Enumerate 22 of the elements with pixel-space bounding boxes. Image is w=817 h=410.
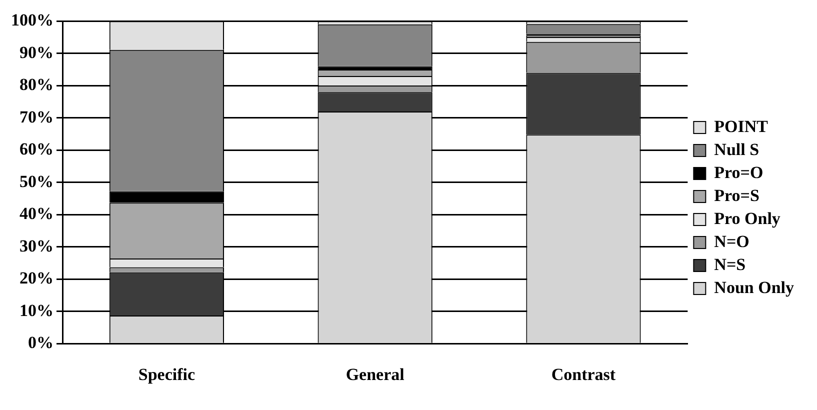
legend-label: Pro Only	[714, 208, 781, 228]
legend-label: Pro=O	[714, 162, 764, 182]
y-tick-label: 100%	[11, 10, 54, 30]
y-tick-label: 90%	[20, 42, 54, 62]
x-tick-label: Specific	[138, 365, 196, 384]
y-tick-label: 20%	[20, 268, 54, 288]
x-tick-label: General	[346, 365, 405, 384]
legend-label: Pro=S	[714, 186, 760, 205]
legend-label: N=O	[714, 232, 750, 251]
y-tick-label: 80%	[20, 75, 54, 94]
legend-label: Null S	[714, 140, 760, 159]
y-tick-label: 10%	[20, 300, 54, 320]
legend-label: Noun Only	[714, 278, 794, 297]
y-tick-label: 40%	[20, 204, 54, 224]
y-tick-label: 30%	[20, 236, 54, 256]
y-tick-label: 0%	[28, 332, 54, 352]
y-tick-label: 70%	[20, 107, 54, 126]
legend-label: POINT	[714, 116, 769, 136]
legend-label: N=S	[714, 254, 746, 274]
y-tick-label: 50%	[20, 172, 54, 191]
y-tick-label: 60%	[20, 140, 54, 159]
x-tick-label: Contrast	[551, 365, 616, 384]
